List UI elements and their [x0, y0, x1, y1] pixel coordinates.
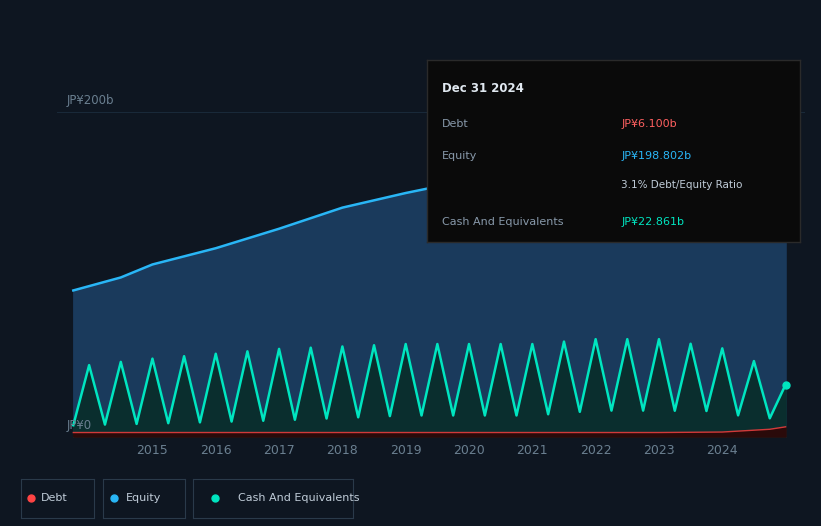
Text: Debt: Debt: [442, 118, 469, 128]
Text: JP¥198.802b: JP¥198.802b: [621, 151, 691, 161]
Text: JP¥22.861b: JP¥22.861b: [621, 217, 684, 227]
Text: Cash And Equivalents: Cash And Equivalents: [442, 217, 563, 227]
Text: Dec 31 2024: Dec 31 2024: [442, 82, 524, 95]
Text: 3.1% Debt/Equity Ratio: 3.1% Debt/Equity Ratio: [621, 180, 742, 190]
Text: Equity: Equity: [126, 493, 161, 503]
Text: Equity: Equity: [442, 151, 477, 161]
Text: Debt: Debt: [41, 493, 68, 503]
Text: Cash And Equivalents: Cash And Equivalents: [238, 493, 360, 503]
Text: JP¥0: JP¥0: [67, 419, 92, 432]
Text: JP¥6.100b: JP¥6.100b: [621, 118, 677, 128]
Text: JP¥200b: JP¥200b: [67, 94, 114, 107]
